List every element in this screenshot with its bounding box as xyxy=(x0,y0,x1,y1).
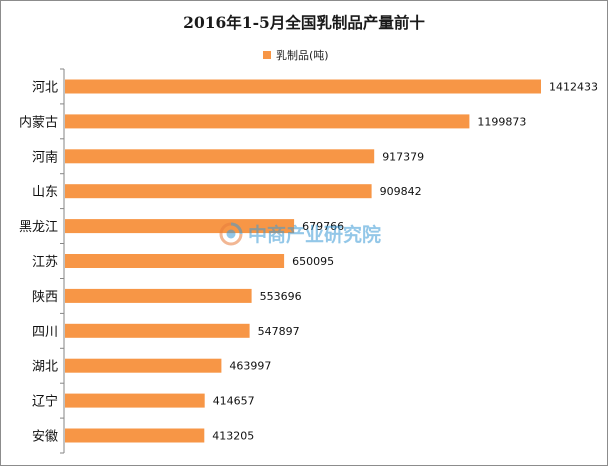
data-label: 553696 xyxy=(260,290,302,303)
data-label: 1199873 xyxy=(477,115,526,128)
category-label: 湖北 xyxy=(32,360,58,375)
legend-label: 乳制品(吨) xyxy=(276,49,329,62)
data-label: 414657 xyxy=(213,395,255,408)
watermark: 中商产业研究院 xyxy=(219,220,381,247)
category-label: 四川 xyxy=(32,325,58,340)
category-label: 山东 xyxy=(32,185,58,200)
category-label: 内蒙古 xyxy=(19,114,58,130)
watermark-text: 中商产业研究院 xyxy=(248,224,382,246)
data-label: 909842 xyxy=(380,185,422,198)
data-label: 679766 xyxy=(302,220,344,233)
bar xyxy=(65,149,375,164)
data-label: 917379 xyxy=(382,150,424,163)
data-label: 1412433 xyxy=(549,81,598,94)
bar xyxy=(65,79,541,94)
bar xyxy=(65,323,250,338)
bar xyxy=(65,288,252,303)
data-label: 650095 xyxy=(292,255,334,268)
category-label: 黑龙江 xyxy=(19,220,58,235)
legend: 乳制品(吨) xyxy=(263,48,329,62)
bar xyxy=(65,428,205,443)
category-label: 江苏 xyxy=(32,254,58,270)
bar xyxy=(65,184,372,199)
bar xyxy=(65,114,470,129)
bar xyxy=(65,254,285,268)
bar xyxy=(65,393,205,408)
category-label: 陕西 xyxy=(32,290,58,305)
data-label: 463997 xyxy=(229,360,271,373)
legend-swatch xyxy=(263,51,271,59)
zhongshang-logo-icon xyxy=(219,222,243,245)
category-label: 河北 xyxy=(32,81,58,96)
bar xyxy=(65,219,295,234)
category-label: 辽宁 xyxy=(32,394,58,410)
data-label: 413205 xyxy=(212,430,254,443)
data-label: 547897 xyxy=(258,325,300,338)
category-label: 河南 xyxy=(32,149,58,165)
category-label: 安徽 xyxy=(32,430,58,445)
chart-title: 2016年1-5月全国乳制品产量前十 xyxy=(183,13,425,32)
bar xyxy=(65,358,222,373)
